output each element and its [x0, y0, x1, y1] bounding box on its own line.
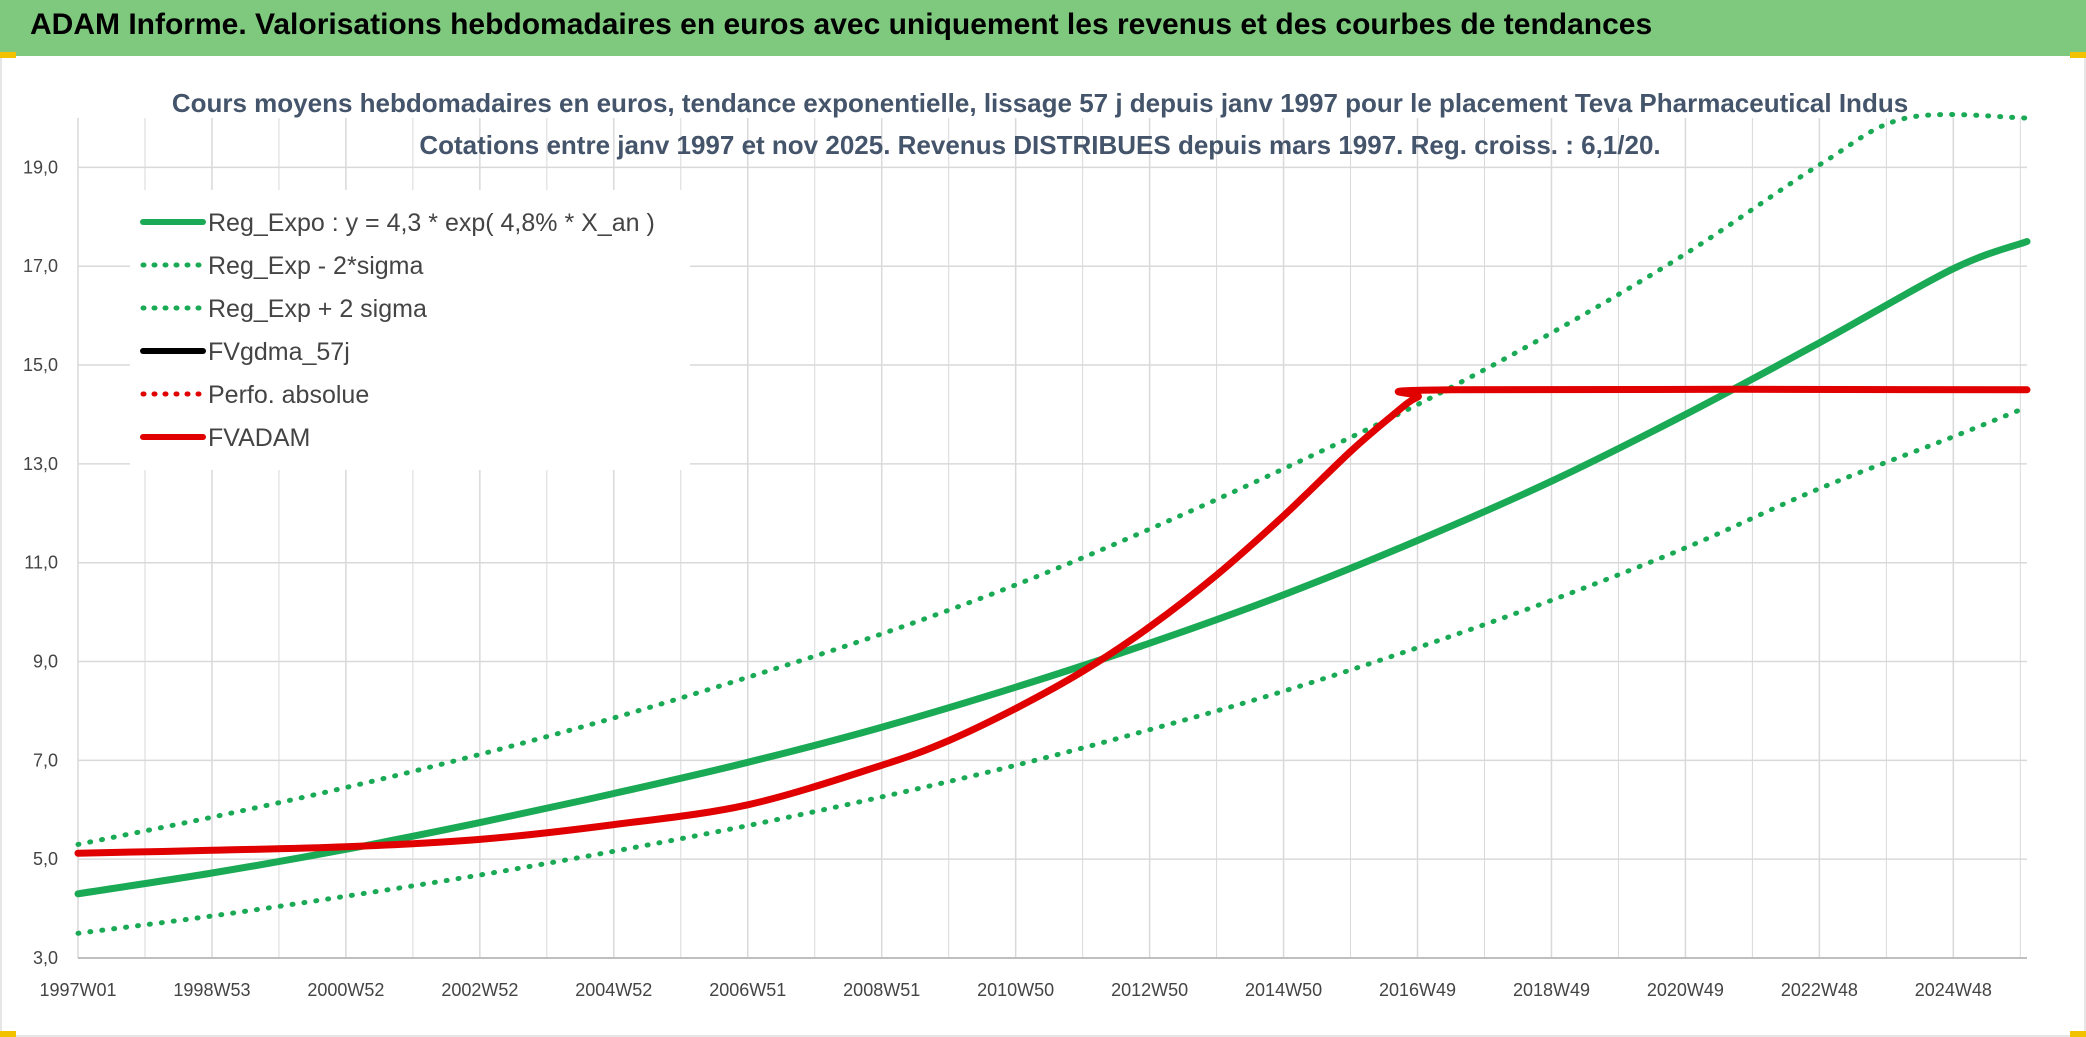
x-tick-label: 2014W50: [1245, 980, 1322, 1000]
corner-marker: [0, 1031, 16, 1037]
series-reg-exp-plus-2sigma: [75, 112, 2030, 847]
x-tick-label: 1998W53: [173, 980, 250, 1000]
y-tick-label: 13,0: [23, 454, 58, 474]
legend-box: [130, 190, 690, 470]
corner-marker: [2070, 52, 2086, 58]
chart-subtitle: Cotations entre janv 1997 et nov 2025. R…: [419, 130, 1660, 160]
x-axis: 1997W01 1998W53 2000W52 2002W52 2004W52 2006W…: [39, 980, 1991, 1000]
legend-label: FVgdma_57j: [208, 338, 350, 366]
series-lines: [74, 112, 2031, 936]
x-tick-label: 2020W49: [1647, 980, 1724, 1000]
x-tick-label: 2022W48: [1781, 980, 1858, 1000]
legend-label: Reg_Expo : y = 4,3 * exp( 4,8% * X_an ): [208, 209, 655, 237]
x-tick-label: 2006W51: [709, 980, 786, 1000]
legend: Reg_Expo : y = 4,3 * exp( 4,8% * X_an ) R…: [140, 209, 655, 452]
y-tick-label: 5,0: [33, 849, 58, 869]
legend-label: Reg_Exp - 2*sigma: [208, 252, 423, 280]
x-tick-label: 2002W52: [441, 980, 518, 1000]
x-tick-label: 2012W50: [1111, 980, 1188, 1000]
y-tick-label: 19,0: [23, 157, 58, 177]
x-tick-label: 2010W50: [977, 980, 1054, 1000]
x-tick-label: 2008W51: [843, 980, 920, 1000]
legend-label: FVADAM: [208, 424, 310, 452]
y-tick-label: 11,0: [24, 553, 58, 573]
x-tick-label: 2018W49: [1513, 980, 1590, 1000]
x-tick-label: 2016W49: [1379, 980, 1456, 1000]
title-banner: ADAM Informe. Valorisations hebdomadaire…: [0, 0, 2086, 56]
series-reg-exp-minus-2sigma: [75, 404, 2030, 936]
corner-marker: [2070, 1031, 2086, 1037]
page-title: ADAM Informe. Valorisations hebdomadaire…: [30, 8, 1653, 41]
series-fvadam: [74, 385, 2031, 857]
x-tick-label: 2004W52: [575, 980, 652, 1000]
chart-title: Cours moyens hebdomadaires en euros, ten…: [172, 88, 1908, 118]
corner-marker: [0, 52, 16, 58]
y-tick-label: 3,0: [33, 948, 58, 968]
x-tick-label: 1997W01: [39, 980, 116, 1000]
x-tick-label: 2000W52: [307, 980, 384, 1000]
legend-label: Reg_Exp + 2 sigma: [208, 295, 427, 323]
y-tick-label: 15,0: [23, 355, 58, 375]
x-tick-label: 2024W48: [1915, 980, 1992, 1000]
y-tick-label: 9,0: [33, 652, 58, 672]
legend-label: Perfo. absolue: [208, 381, 369, 409]
y-axis: 3,0 5,0 7,0 9,0 11,0 13,0 15,0 17,0 19,0: [23, 157, 58, 968]
y-tick-label: 7,0: [33, 750, 58, 770]
y-tick-label: 17,0: [23, 256, 58, 276]
